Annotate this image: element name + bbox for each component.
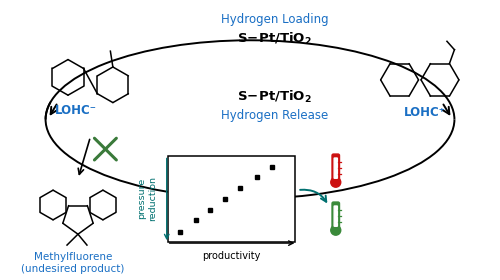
Text: productivity: productivity	[202, 251, 260, 261]
Bar	[168, 155, 295, 242]
Text: LOHC⁻: LOHC⁻	[54, 104, 96, 117]
Text: Hydrogen Loading: Hydrogen Loading	[221, 13, 328, 26]
Text: LOHC⁺: LOHC⁺	[404, 106, 446, 118]
Text: $\mathbf{S\!-\!Pt/TiO_2}$: $\mathbf{S\!-\!Pt/TiO_2}$	[238, 89, 312, 105]
Text: pressure
reduction: pressure reduction	[138, 176, 157, 221]
FancyBboxPatch shape	[334, 206, 338, 226]
FancyBboxPatch shape	[332, 202, 340, 230]
Text: Methylfluorene
(undesired product): Methylfluorene (undesired product)	[22, 252, 125, 274]
Circle shape	[331, 177, 340, 187]
Text: $\mathbf{S\!-\!Pt/TiO_2}$: $\mathbf{S\!-\!Pt/TiO_2}$	[238, 31, 312, 47]
Circle shape	[331, 225, 340, 235]
FancyBboxPatch shape	[334, 158, 338, 178]
FancyBboxPatch shape	[332, 154, 340, 182]
Text: Hydrogen Release: Hydrogen Release	[222, 109, 328, 122]
